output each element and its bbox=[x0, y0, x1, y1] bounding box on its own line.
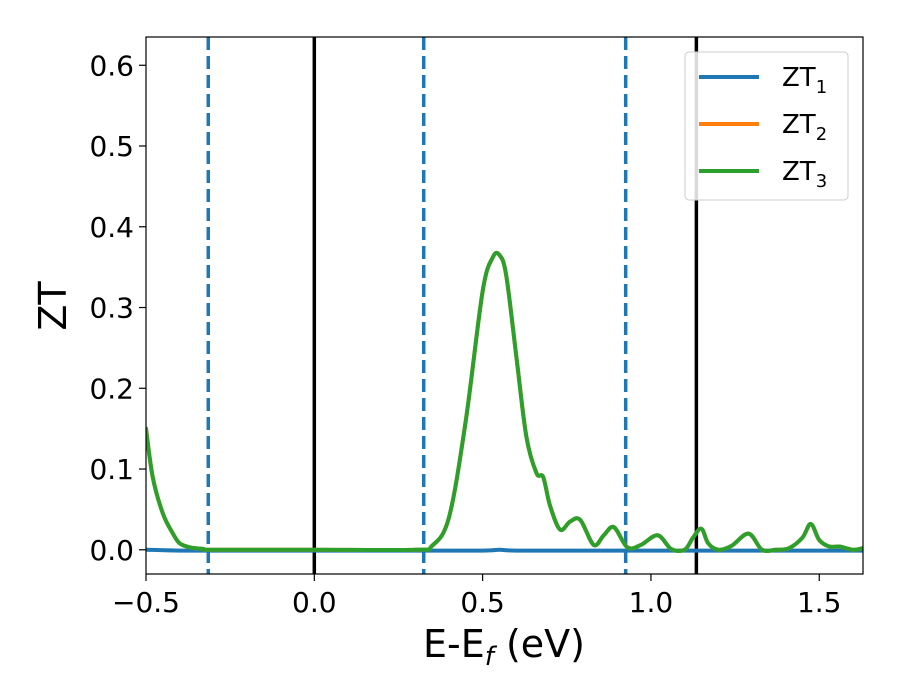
legend-label-zt3: ZT3 bbox=[782, 157, 827, 192]
legend-zt3-sub: 3 bbox=[816, 171, 827, 192]
legend-zt3-main: ZT bbox=[782, 157, 816, 187]
plot-frame bbox=[145, 36, 864, 575]
y-tick-label-4: 0.4 bbox=[89, 211, 134, 244]
x-axis-label-main: E-E bbox=[423, 622, 485, 666]
legend-zt1-main: ZT bbox=[782, 63, 816, 93]
legend-zt2-sub: 2 bbox=[816, 124, 827, 145]
y-tick-label-5: 0.5 bbox=[89, 130, 134, 163]
legend-label-zt2: ZT2 bbox=[782, 110, 827, 145]
series-line-zt3 bbox=[146, 250, 863, 554]
x-axis-label: E-Ef (eV) bbox=[423, 622, 585, 672]
y-tick-label-6: 0.6 bbox=[89, 49, 134, 82]
x-tick-label-1: 0.0 bbox=[292, 586, 337, 619]
x-tick-label-0: −0.5 bbox=[112, 586, 180, 619]
y-axis-label: ZT bbox=[31, 281, 75, 331]
legend-box bbox=[684, 51, 849, 201]
y-axis-ticks: 0.0 0.1 0.2 0.3 0.4 0.5 0.6 bbox=[89, 49, 146, 567]
y-tick-label-1: 0.1 bbox=[89, 453, 134, 486]
x-tick-label-3: 1.0 bbox=[629, 586, 674, 619]
x-axis-label-unit: (eV) bbox=[494, 622, 585, 666]
legend-zt1-sub: 1 bbox=[816, 77, 827, 98]
legend: ZT1 ZT2 ZT3 bbox=[684, 51, 849, 201]
legend-label-zt1: ZT1 bbox=[782, 63, 827, 98]
legend-zt2-main: ZT bbox=[782, 110, 816, 140]
series-layer bbox=[146, 250, 863, 554]
x-tick-label-2: 0.5 bbox=[460, 586, 505, 619]
series-line-zt2 bbox=[146, 250, 863, 554]
y-tick-label-2: 0.2 bbox=[89, 372, 134, 405]
x-axis-ticks: −0.5 0.0 0.5 1.0 1.5 bbox=[112, 574, 842, 619]
y-tick-label-3: 0.3 bbox=[89, 292, 134, 325]
x-tick-label-4: 1.5 bbox=[797, 586, 842, 619]
y-tick-label-0: 0.0 bbox=[89, 534, 134, 567]
